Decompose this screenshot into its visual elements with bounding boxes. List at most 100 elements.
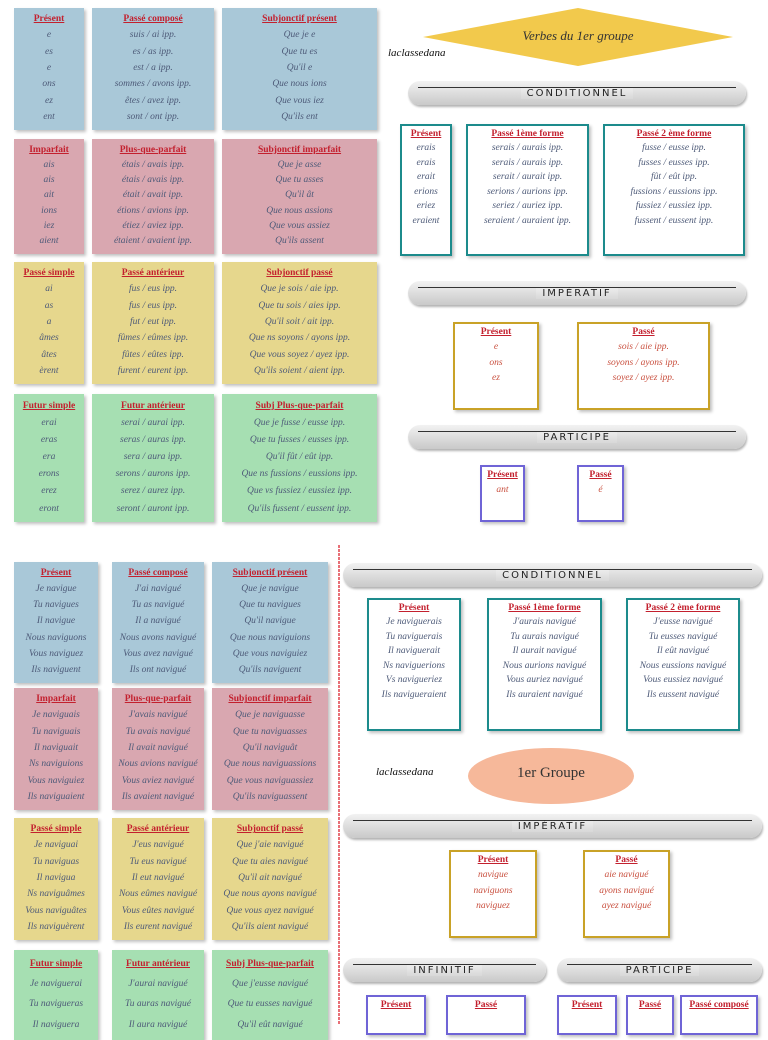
card-line: Que tu asses: [275, 175, 324, 186]
card-title: Subj Plus-que-parfait: [255, 400, 344, 411]
card-line: Je naviguerai: [30, 978, 82, 989]
card-line: J'aurais navigué: [513, 617, 576, 627]
card-title: Futur simple: [22, 400, 76, 411]
heading-text: CONDITIONNEL: [520, 87, 634, 99]
card-line: étions / avions ipp.: [117, 205, 189, 216]
card-title: Passé: [474, 1000, 498, 1010]
card-line: Vous naviguiez: [27, 775, 85, 786]
card-line: sont / ont ipp.: [126, 111, 180, 122]
card-line: ant: [496, 485, 509, 495]
card-line: Qu'il e: [286, 62, 313, 73]
card-line: Qu'ils ent: [281, 111, 318, 122]
card-title: Subjonctif imparfait: [257, 144, 342, 155]
card-line: Vous auriez navigué: [506, 675, 583, 685]
card: Présent: [557, 995, 617, 1035]
card-line: Nous avions navigué: [118, 759, 198, 770]
card-line: Que vous naviguassiez: [226, 775, 314, 786]
card-line: eraient: [412, 215, 440, 226]
card-title: Passé 1ème forme: [508, 603, 581, 613]
card-title: Imparfait: [29, 144, 69, 155]
card-line: Il avait navigué: [128, 742, 188, 753]
card-line: Qu'il naviguât: [242, 742, 298, 753]
card-line: seriez / auriez ipp.: [492, 201, 563, 211]
card-line: J'ai navigué: [134, 584, 182, 595]
card-line: fusses / eusses ipp.: [638, 157, 710, 168]
card-line: Ils auraient navigué: [506, 689, 583, 700]
card-line: était / avait ipp.: [122, 190, 184, 201]
card-line: Que ns soyons / ayons ipp.: [248, 333, 351, 344]
card-line: Qu'ils naviguent: [238, 665, 302, 676]
card-line: èrent: [39, 365, 59, 376]
card-line: étais / avais ipp.: [121, 175, 185, 186]
card-title: Présent: [40, 568, 72, 579]
card-line: Ils naviguèrent: [27, 921, 85, 932]
heading-text: INFINITIF: [407, 964, 482, 976]
card-line: âtes: [41, 349, 57, 360]
card-line: soyez / ayez ipp.: [612, 373, 675, 383]
card-line: Tu eusses navigué: [648, 631, 718, 642]
card-line: Tu avais navigué: [125, 726, 191, 737]
card: Passé composé: [680, 995, 758, 1035]
card-line: Il navigua: [36, 872, 76, 883]
card-line: serons / aurons ipp.: [115, 469, 191, 480]
card-title: Futur antérieur: [121, 400, 185, 411]
card-title: Subjonctif présent: [262, 14, 337, 25]
card-line: Que vous iez: [275, 95, 324, 106]
card: Futur antérieur serai / aurai ipp. seras /…: [92, 394, 214, 522]
heading-text: PARTICIPE: [619, 964, 700, 976]
card-line: Je navigue: [35, 584, 77, 595]
heading-text: PARTICIPE: [537, 431, 617, 443]
card-line: Que tu eusses navigué: [227, 999, 313, 1010]
card: Passé aie navigué ayons navigué ayez navigu…: [583, 850, 670, 938]
card-line: e: [46, 62, 52, 73]
card-line: eriez: [416, 201, 436, 211]
card-line: Qu'ils fussent / eussent ipp.: [247, 503, 352, 514]
card-title: Plus-que-parfait: [119, 144, 187, 155]
card-line: Tu naviguerais: [385, 631, 443, 642]
card-line: soyons / ayons ipp.: [607, 357, 680, 368]
card-line: Que je naviguasse: [235, 710, 305, 721]
card-line: erais: [416, 157, 436, 168]
card-line: est / a ipp.: [133, 62, 173, 73]
card: Présent e es e ons ez ent: [14, 8, 84, 130]
card-line: seraient / auraient ipp.: [483, 215, 572, 226]
card-line: é: [598, 485, 603, 495]
card-line: Ils navigueraient: [381, 689, 447, 700]
card-line: J'eusse navigué: [653, 617, 713, 627]
card-line: Que nous ions: [272, 79, 327, 90]
card-line: seras / auras ipp.: [120, 434, 186, 445]
card-line: Que vous ayez navigué: [226, 905, 314, 916]
card: Imparfait Je naviguais Tu naviguais Il navi…: [14, 688, 98, 810]
card-line: fusse / eusse ipp.: [642, 143, 706, 153]
card-line: Que nous ayons navigué: [223, 889, 317, 900]
card-line: Nous aurions navigué: [502, 660, 587, 671]
card-line: Tu as navigué: [131, 600, 185, 611]
card-line: aie navigué: [604, 870, 649, 880]
card-line: naviguons: [473, 885, 513, 896]
card-line: Tu navigues: [33, 600, 79, 611]
card-title: Futur simple: [29, 958, 83, 969]
card-line: Vous eussiez navigué: [643, 675, 723, 685]
card-line: Tu auras navigué: [125, 999, 191, 1010]
card-line: Que je navigue: [241, 584, 299, 595]
card-title: Subjonctif imparfait: [228, 694, 312, 705]
card: Plus-que-parfait J'avais navigué Tu avais …: [112, 688, 204, 810]
card-line: Qu'il ait navigué: [238, 872, 302, 883]
card-line: Ils naviguaient: [27, 791, 85, 802]
card-line: furent / eurent ipp.: [117, 365, 189, 376]
card-line: Qu'ils soient / aient ipp.: [254, 365, 345, 376]
card-title: Présent: [477, 855, 509, 865]
diamond: [423, 8, 733, 66]
card-line: es / as ipp.: [132, 46, 174, 57]
card-line: Ns naviguâmes: [27, 889, 85, 900]
title: Verbes du 1er groupe: [522, 28, 634, 43]
card-line: erions: [414, 186, 438, 197]
card-line: eras: [40, 434, 58, 445]
card-line: J'eus navigué: [132, 840, 184, 851]
card-line: Ns naviguions: [28, 759, 84, 770]
card: Présent navigue naviguons naviguez: [449, 850, 537, 938]
card-title: Subj Plus-que-parfait: [226, 958, 314, 969]
card-line: sois / aie ipp.: [618, 342, 669, 352]
card-line: Vous aviez navigué: [121, 775, 195, 786]
